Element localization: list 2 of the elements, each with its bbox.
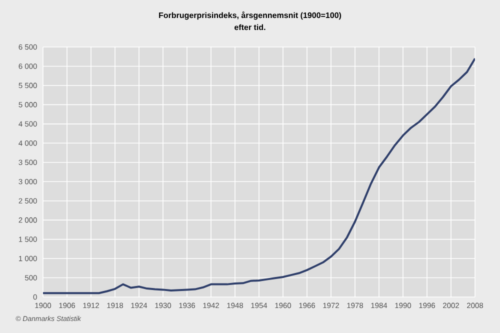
chart-subtitle: efter tid. [234,24,266,30]
chart-title: Forbrugerprisindeks, årsgennemsnit (1900=100) [159,11,342,20]
